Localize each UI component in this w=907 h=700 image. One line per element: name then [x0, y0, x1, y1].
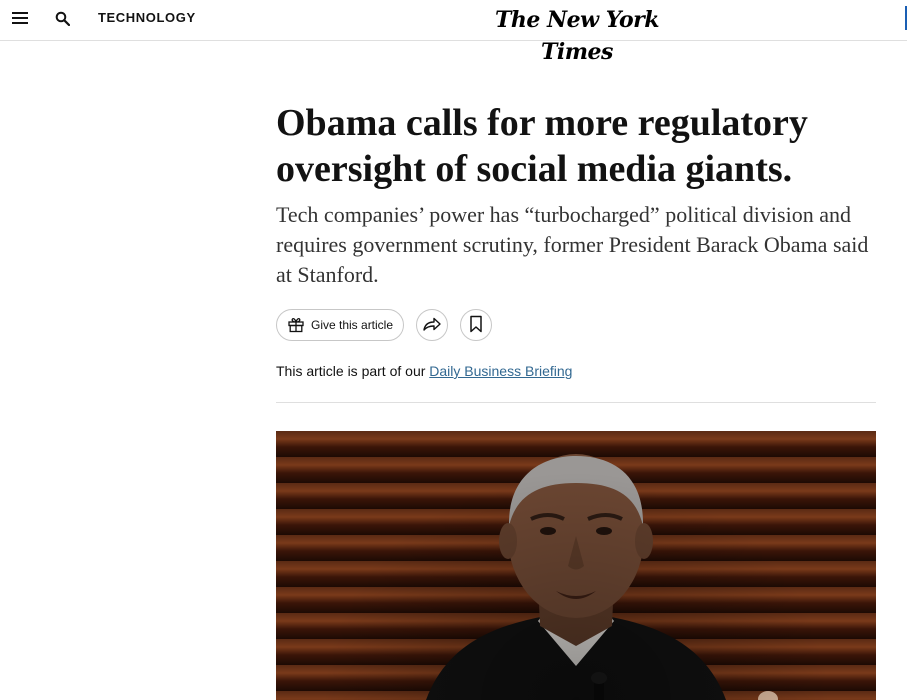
gift-icon	[287, 315, 305, 336]
nyt-logo[interactable]: The New York Times	[494, 7, 660, 65]
give-article-button[interactable]: Give this article	[276, 309, 405, 341]
article-headline: Obama calls for more regulatory oversigh…	[276, 102, 808, 190]
article-summary: Tech companies’ power has “turbocharged”…	[276, 202, 869, 287]
portrait-illustration	[426, 454, 778, 700]
section-link-technology[interactable]: TECHNOLOGY	[98, 10, 196, 25]
scroll-edge-indicator	[905, 6, 907, 30]
search-icon[interactable]	[52, 8, 72, 28]
series-notice-prefix: This article is part of our	[276, 363, 430, 379]
series-notice: This article is part of our Daily Busine…	[276, 363, 572, 379]
article-photo[interactable]	[276, 431, 876, 700]
give-article-label: Give this article	[311, 318, 394, 332]
daily-business-briefing-link[interactable]: Daily Business Briefing	[429, 363, 573, 379]
save-button[interactable]	[460, 309, 493, 341]
top-navigation-bar: TECHNOLOGY The New York Times	[0, 0, 907, 65]
article-actions: Give this article	[276, 308, 493, 342]
bookmark-icon	[469, 315, 483, 336]
share-button[interactable]	[416, 309, 449, 341]
share-icon	[422, 316, 442, 335]
section-divider	[276, 402, 876, 403]
hamburger-menu-icon[interactable]	[10, 8, 30, 28]
